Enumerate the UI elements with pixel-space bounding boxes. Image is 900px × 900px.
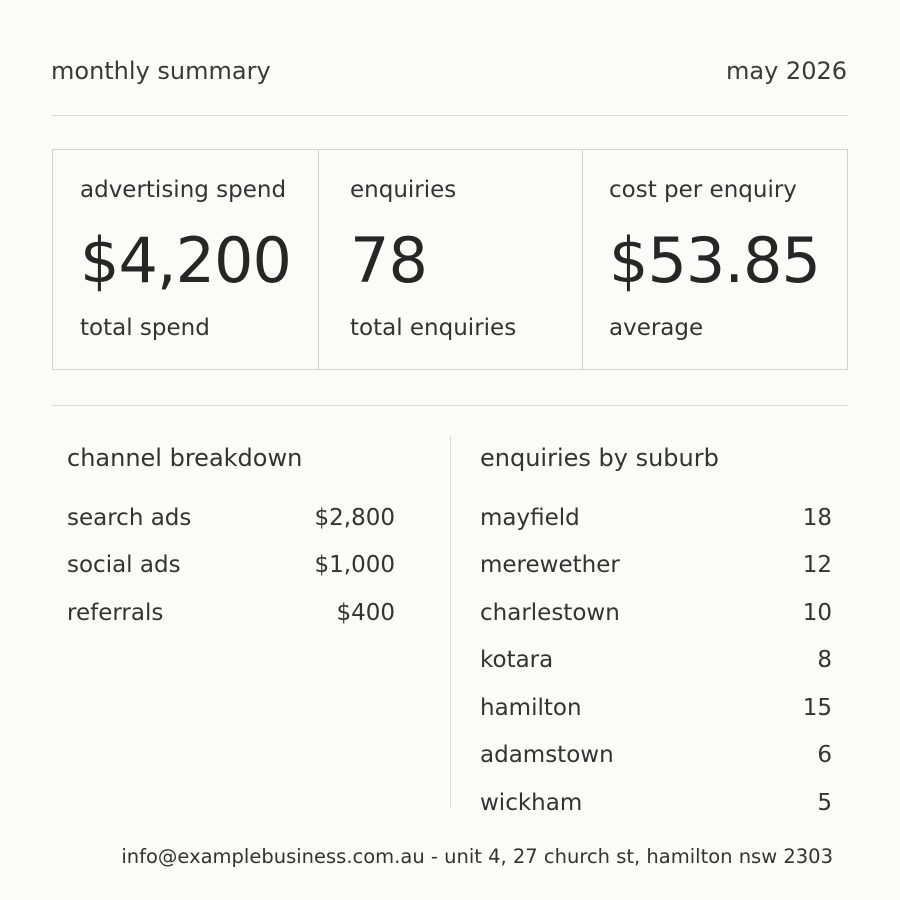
suburb-count: 5 <box>817 789 832 816</box>
suburb-name: wickham <box>480 789 583 816</box>
card-value: $53.85 <box>609 224 821 297</box>
list-item: social ads $1,000 <box>67 542 395 590</box>
list-item: adamstown 6 <box>480 732 832 780</box>
card-value: $4,200 <box>80 224 292 297</box>
report-period: may 2026 <box>726 57 847 85</box>
summary-cards: advertising spend $4,200 total spend enq… <box>52 149 848 370</box>
suburb-count: 12 <box>802 552 832 579</box>
card-label: advertising spend <box>80 177 287 203</box>
list-item: referrals $400 <box>67 589 395 637</box>
suburb-name: kotara <box>480 647 554 674</box>
card-label: enquiries <box>350 177 457 203</box>
suburb-name: merewether <box>480 552 620 579</box>
card-subtitle: total enquiries <box>350 315 517 341</box>
suburb-list: mayfield 18 merewether 12 charlestown 10… <box>480 494 832 827</box>
channel-name: social ads <box>67 552 181 579</box>
suburb-count: 8 <box>817 647 832 674</box>
suburb-count: 18 <box>802 504 832 531</box>
header-divider <box>52 115 848 116</box>
list-item: hamilton 15 <box>480 684 832 732</box>
channel-list: search ads $2,800 social ads $1,000 refe… <box>67 494 395 637</box>
suburb-count: 15 <box>802 694 832 721</box>
card-label: cost per enquiry <box>609 177 797 203</box>
enquiries-by-suburb-panel: enquiries by suburb mayfield 18 mereweth… <box>480 441 832 827</box>
footer-contact: info@examplebusiness.com.au - unit 4, 27… <box>121 845 833 868</box>
list-item: mayfield 18 <box>480 494 832 542</box>
list-item: merewether 12 <box>480 542 832 590</box>
panel-title: channel breakdown <box>67 444 303 472</box>
section-divider <box>52 405 848 406</box>
page-title: monthly summary <box>51 57 271 85</box>
suburb-name: adamstown <box>480 742 614 769</box>
channel-value: $400 <box>336 599 395 626</box>
channel-breakdown-panel: channel breakdown search ads $2,800 soci… <box>67 441 395 637</box>
advertising-spend-card: advertising spend $4,200 total spend <box>53 150 318 369</box>
list-item: search ads $2,800 <box>67 494 395 542</box>
list-item: wickham 5 <box>480 779 832 827</box>
list-item: kotara 8 <box>480 637 832 685</box>
suburb-name: charlestown <box>480 599 620 626</box>
suburb-name: mayfield <box>480 504 580 531</box>
channel-name: search ads <box>67 504 192 531</box>
panel-title: enquiries by suburb <box>480 444 719 472</box>
card-value: 78 <box>350 224 428 297</box>
suburb-name: hamilton <box>480 694 582 721</box>
card-subtitle: total spend <box>80 315 210 341</box>
page-header: monthly summary may 2026 <box>51 55 847 87</box>
enquiries-card: enquiries 78 total enquiries <box>318 150 582 369</box>
list-item: charlestown 10 <box>480 589 832 637</box>
suburb-count: 10 <box>802 599 832 626</box>
cost-per-enquiry-card: cost per enquiry $53.85 average <box>582 150 847 369</box>
channel-name: referrals <box>67 599 164 626</box>
card-subtitle: average <box>609 315 704 341</box>
channel-value: $1,000 <box>314 552 395 579</box>
channel-value: $2,800 <box>314 504 395 531</box>
suburb-count: 6 <box>817 742 832 769</box>
column-divider <box>450 436 451 808</box>
